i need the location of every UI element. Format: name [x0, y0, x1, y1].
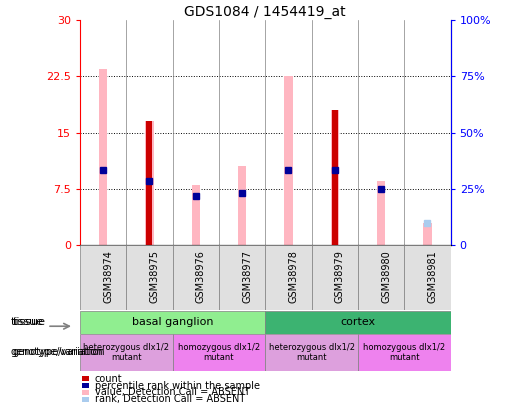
- Text: rank, Detection Call = ABSENT: rank, Detection Call = ABSENT: [95, 394, 245, 404]
- Bar: [146, 122, 152, 245]
- Bar: [99, 69, 107, 245]
- Text: GSM38980: GSM38980: [381, 250, 391, 303]
- Text: value, Detection Call = ABSENT: value, Detection Call = ABSENT: [95, 388, 250, 397]
- FancyBboxPatch shape: [404, 245, 451, 310]
- Text: cortex: cortex: [340, 318, 375, 327]
- FancyBboxPatch shape: [219, 245, 265, 310]
- Text: genotype/variation: genotype/variation: [10, 347, 103, 357]
- Text: tissue: tissue: [10, 318, 43, 327]
- Text: homozygous dlx1/2
mutant: homozygous dlx1/2 mutant: [363, 343, 445, 362]
- Bar: [284, 77, 293, 245]
- FancyBboxPatch shape: [173, 245, 219, 310]
- FancyBboxPatch shape: [126, 245, 173, 310]
- Bar: [377, 181, 385, 245]
- FancyBboxPatch shape: [358, 334, 451, 371]
- Text: GSM38979: GSM38979: [335, 250, 345, 303]
- Bar: [331, 110, 339, 245]
- Text: GSM38978: GSM38978: [288, 250, 298, 303]
- FancyBboxPatch shape: [80, 311, 265, 334]
- Title: GDS1084 / 1454419_at: GDS1084 / 1454419_at: [184, 5, 346, 19]
- Text: GSM38975: GSM38975: [149, 250, 159, 303]
- Text: count: count: [95, 374, 123, 384]
- FancyBboxPatch shape: [312, 245, 358, 310]
- Text: heterozygous dlx1/2
mutant: heterozygous dlx1/2 mutant: [83, 343, 169, 362]
- FancyBboxPatch shape: [80, 334, 173, 371]
- Bar: [192, 185, 200, 245]
- FancyBboxPatch shape: [265, 311, 451, 334]
- FancyBboxPatch shape: [265, 245, 312, 310]
- Text: GSM38977: GSM38977: [242, 250, 252, 303]
- Text: percentile rank within the sample: percentile rank within the sample: [95, 381, 260, 390]
- Text: tissue: tissue: [13, 318, 46, 327]
- Text: GSM38976: GSM38976: [196, 250, 205, 303]
- Text: GSM38981: GSM38981: [427, 250, 437, 303]
- Bar: [145, 122, 153, 245]
- Bar: [238, 166, 246, 245]
- FancyBboxPatch shape: [80, 245, 126, 310]
- Bar: [332, 110, 338, 245]
- FancyBboxPatch shape: [358, 245, 404, 310]
- Text: basal ganglion: basal ganglion: [132, 318, 213, 327]
- Text: homozygous dlx1/2
mutant: homozygous dlx1/2 mutant: [178, 343, 260, 362]
- FancyBboxPatch shape: [265, 334, 358, 371]
- FancyBboxPatch shape: [173, 334, 265, 371]
- Text: genotype/variation: genotype/variation: [13, 347, 106, 357]
- Text: heterozygous dlx1/2
mutant: heterozygous dlx1/2 mutant: [269, 343, 354, 362]
- Bar: [423, 223, 432, 245]
- Text: GSM38974: GSM38974: [103, 250, 113, 303]
